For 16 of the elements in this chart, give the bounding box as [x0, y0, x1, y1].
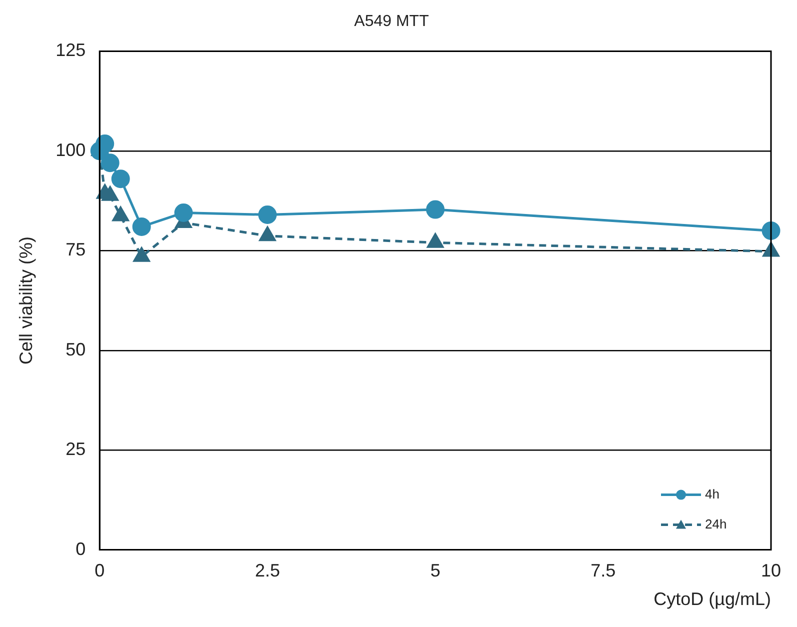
x-tick-label: 10: [760, 560, 782, 581]
chart-title: A549 MTT: [354, 13, 430, 30]
y-axis-title: Cell viability (%): [16, 236, 36, 365]
y-tick-label: 25: [66, 439, 86, 460]
x-axis-title: CytoD (µg/mL): [654, 589, 771, 610]
x-tick-label: 5: [430, 560, 440, 581]
legend-label: 24h: [705, 516, 727, 532]
legend-label: 4h: [705, 486, 720, 502]
y-tick-label: 50: [66, 339, 86, 360]
x-tick-label: 0: [94, 560, 105, 581]
y-tick-label: 125: [56, 40, 86, 60]
x-tick-label: 2.5: [254, 560, 280, 581]
y-tick-label: 75: [66, 240, 86, 260]
y-tick-label: 0: [76, 538, 86, 559]
y-tick-label: 100: [56, 140, 86, 160]
x-tick-label: 7.5: [590, 560, 616, 581]
